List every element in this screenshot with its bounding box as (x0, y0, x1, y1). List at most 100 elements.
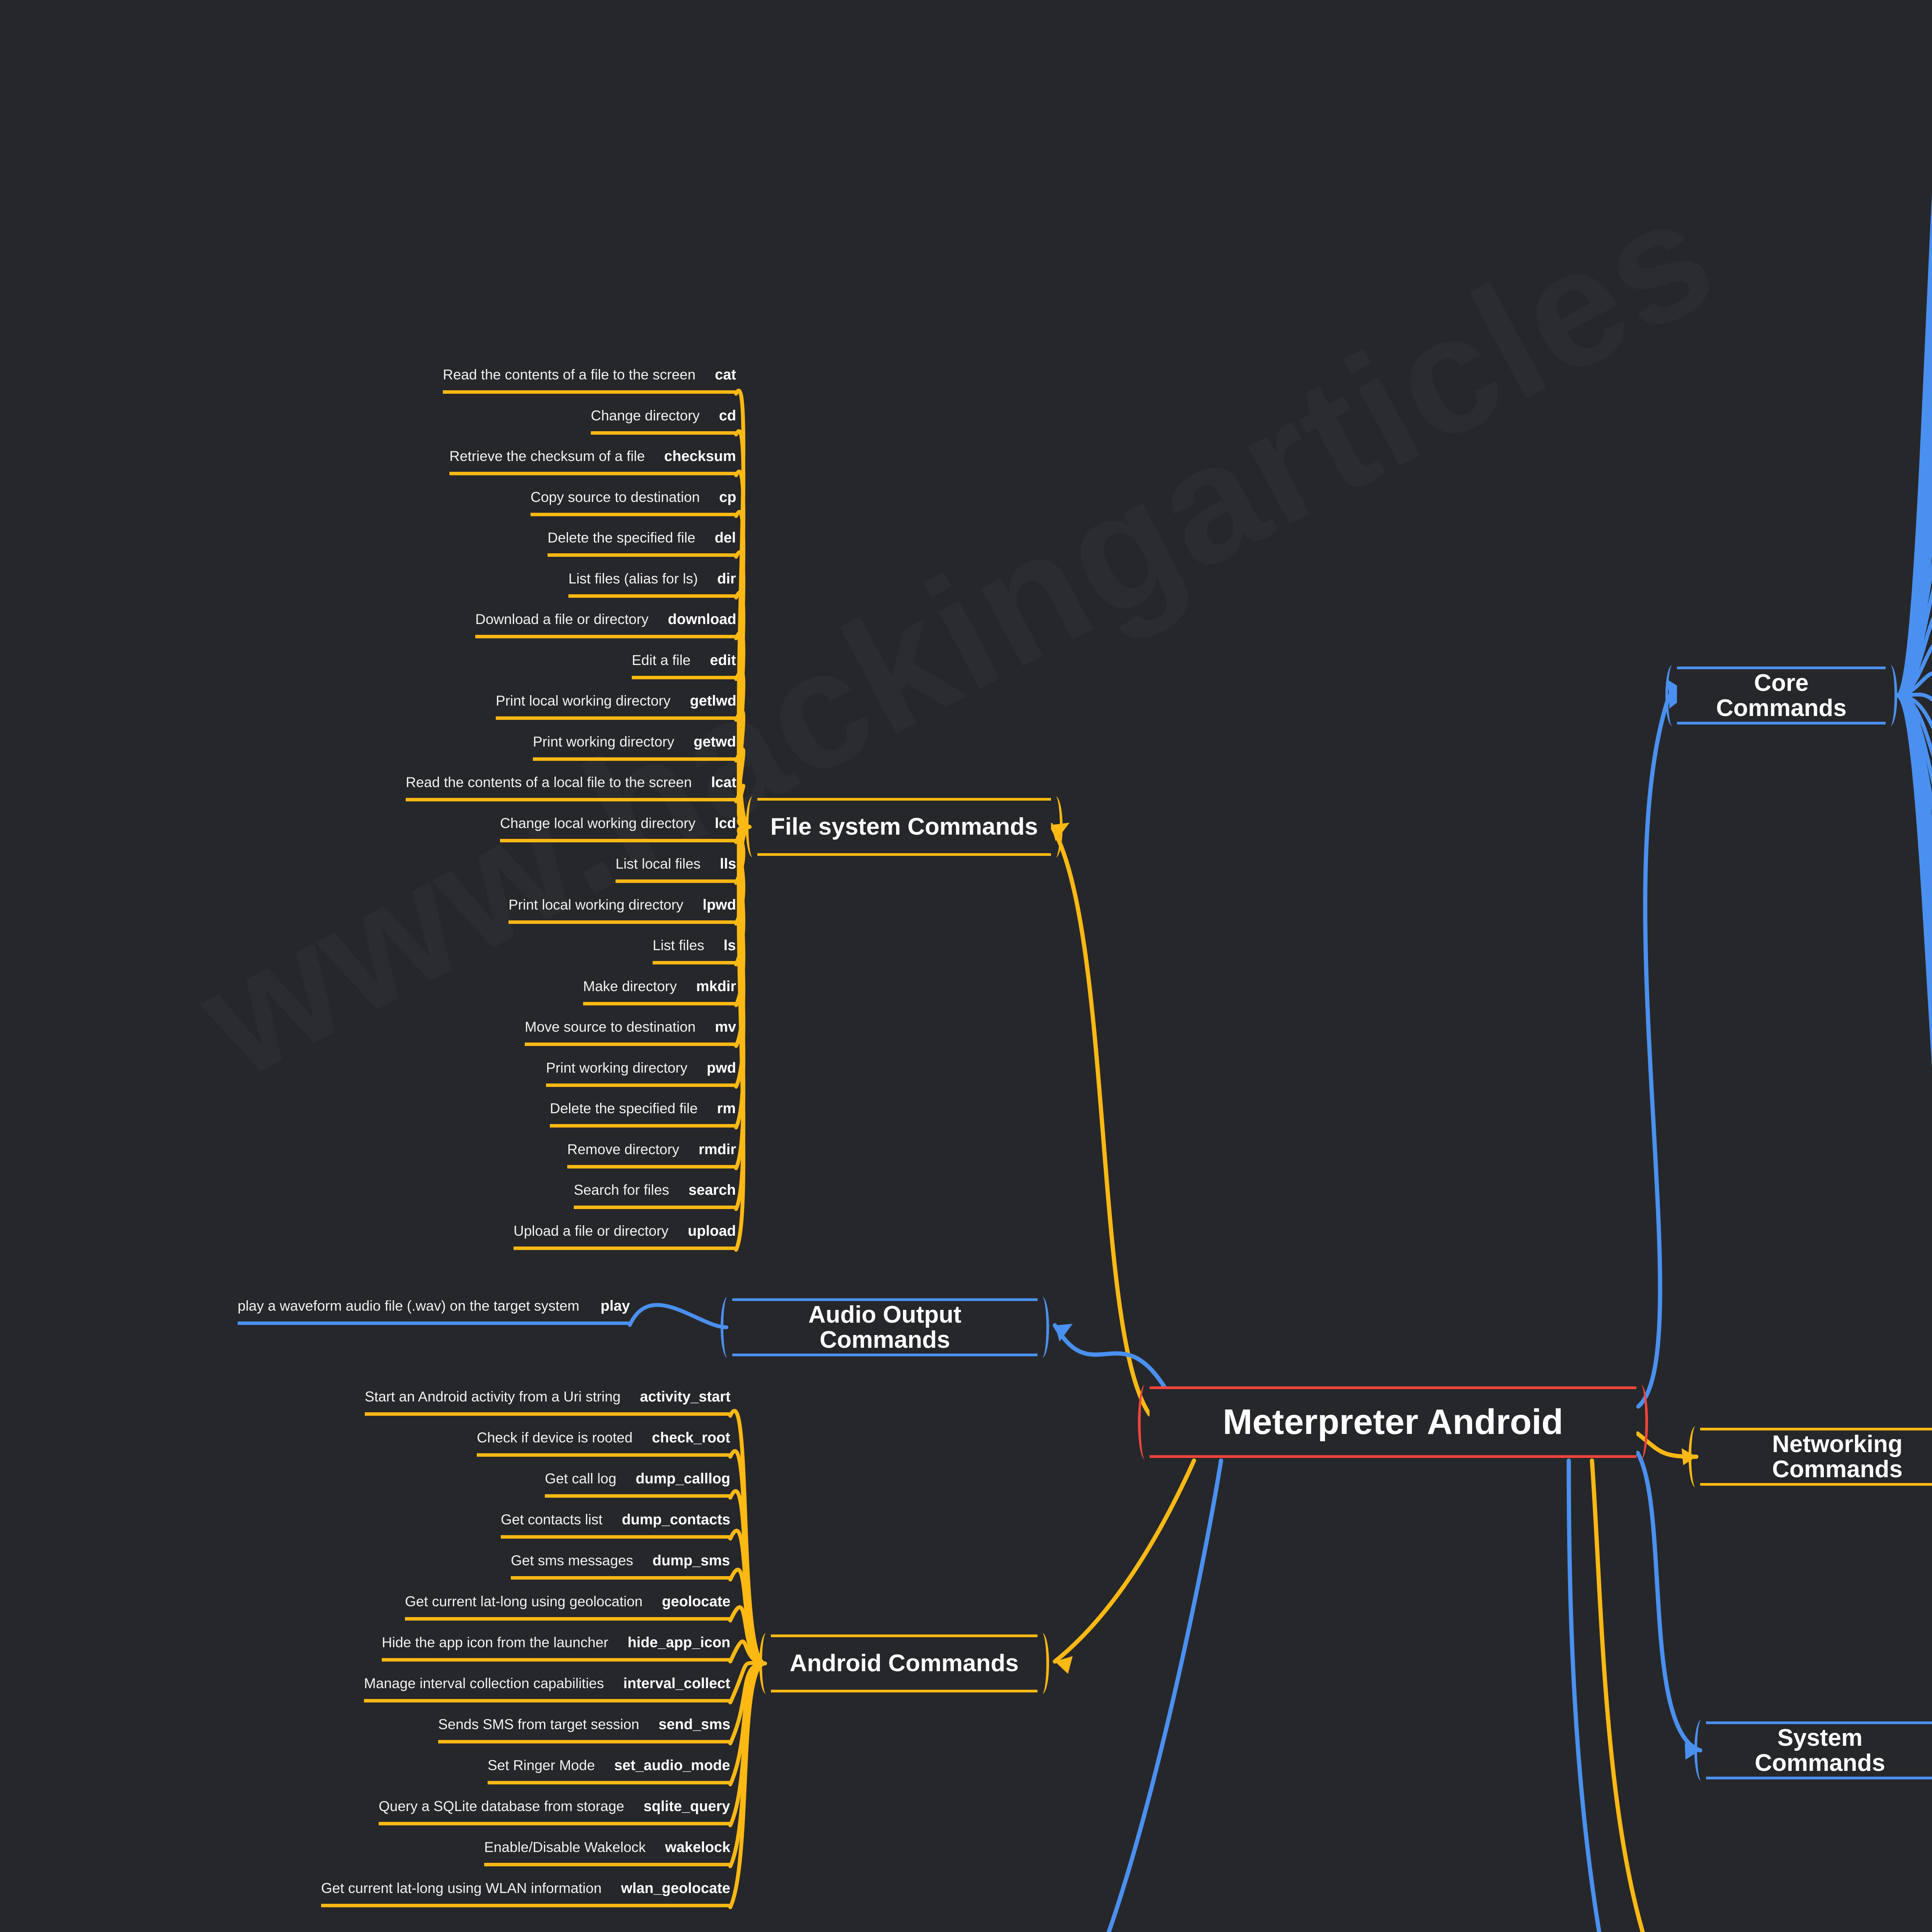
leaf-command: dir (717, 570, 736, 587)
leaf-command: lcat (711, 774, 736, 791)
leaf-description: Print working directory (546, 1060, 688, 1076)
branch-label-filesystem: File system Commands (770, 813, 1038, 840)
leaf-command: pwd (707, 1060, 736, 1076)
leaf-description: Search for files (574, 1182, 669, 1198)
leaf-description: List local files (616, 856, 701, 872)
leaf-description: Print local working directory (496, 693, 671, 709)
leaf-row[interactable]: Search for files search (574, 1180, 736, 1209)
leaf-underline (382, 1658, 730, 1662)
leaf-command: send_sms (658, 1716, 731, 1733)
leaf-underline (509, 920, 736, 924)
leaf-command: check_root (652, 1430, 730, 1446)
branch-node-networking[interactable]: Networking Commands (1689, 1426, 1932, 1487)
leaf-row[interactable]: Query a SQLite database from storage sqli… (379, 1797, 730, 1825)
leaf-row[interactable]: Check if device is rooted check_root (477, 1428, 730, 1457)
leaf-underline (574, 1206, 736, 1209)
leaf-underline (531, 512, 736, 516)
leaf-underline (364, 1699, 730, 1702)
central-node[interactable]: Meterpreter Android (1138, 1385, 1648, 1459)
leaf-description: Sends SMS from target session (438, 1716, 639, 1732)
leaf-command: rmdir (698, 1141, 736, 1158)
leaf-underline (501, 1535, 730, 1539)
leaf-description: play a waveform audio file (.wav) on the… (238, 1298, 580, 1314)
leaf-description: Check if device is rooted (477, 1430, 633, 1446)
branch-node-core[interactable]: Core Commands (1665, 665, 1897, 726)
leaf-row[interactable]: List local files lls (616, 854, 736, 883)
branch-node-android[interactable]: Android Commands (759, 1633, 1049, 1694)
leaf-underline (379, 1822, 730, 1825)
leaf-row[interactable]: Read the contents of a local file to the… (406, 773, 736, 801)
leaf-description: Delete the specified file (550, 1100, 698, 1116)
leaf-description: Change directory (591, 407, 700, 423)
leaf-row[interactable]: play a waveform audio file (.wav) on the… (238, 1296, 630, 1325)
leaf-row[interactable]: Edit a file edit (632, 651, 736, 679)
leaf-row[interactable]: Get current lat-long using WLAN informat… (321, 1879, 730, 1907)
branch-node-system[interactable]: System Commands (1694, 1720, 1932, 1781)
leaf-command: getlwd (690, 693, 736, 709)
leaf-command: upload (688, 1223, 736, 1239)
leaf-underline (591, 431, 736, 435)
leaf-description: Print working directory (533, 733, 675, 750)
leaf-underline (496, 716, 736, 720)
branch-node-audio[interactable]: Audio Output Commands (721, 1297, 1049, 1358)
leaf-command: dump_calllog (636, 1471, 731, 1487)
leaf-row[interactable]: Start an Android activity from a Uri str… (365, 1387, 731, 1416)
leaf-row[interactable]: Print working directory pwd (546, 1058, 736, 1087)
leaf-description: Hide the app icon from the launcher (382, 1634, 609, 1650)
leaf-underline (488, 1781, 730, 1784)
leaf-description: Manage interval collection capabilities (364, 1675, 604, 1691)
leaf-row[interactable]: Sends SMS from target session send_sms (438, 1715, 730, 1743)
leaf-command: lcd (714, 815, 736, 832)
leaf-row[interactable]: Manage interval collection capabilities i… (364, 1674, 730, 1702)
leaf-underline (405, 1617, 730, 1621)
leaf-underline (438, 1740, 730, 1743)
leaf-description: Set Ringer Mode (488, 1757, 595, 1773)
leaf-row[interactable]: Print local working directory getlwd (496, 691, 736, 720)
leaf-row[interactable]: Print local working directory lpwd (509, 895, 736, 924)
leaf-row[interactable]: Read the contents of a file to the scree… (443, 365, 736, 394)
leaf-row[interactable]: Set Ringer Mode set_audio_mode (488, 1756, 730, 1784)
leaf-description: Get sms messages (511, 1553, 633, 1568)
leaf-row[interactable]: List files ls (653, 936, 736, 964)
leaf-row[interactable]: Delete the specified file del (548, 528, 736, 557)
leaf-description: Get contacts list (501, 1512, 603, 1527)
leaf-row[interactable]: Get contacts list dump_contacts (501, 1510, 730, 1539)
leaf-description: Change local working directory (500, 815, 696, 831)
leaf-row[interactable]: Move source to destination mv (525, 1017, 736, 1046)
leaf-command: dump_sms (652, 1553, 730, 1569)
leaf-row[interactable]: Download a file or directory download (475, 610, 736, 638)
leaf-row[interactable]: Hide the app icon from the launcher hide_… (382, 1633, 730, 1662)
leaf-row[interactable]: Enable/Disable Wakelock wakelock (484, 1838, 730, 1866)
leaf-row[interactable]: Change local working directory lcd (500, 814, 736, 842)
leaf-underline (616, 879, 736, 883)
branch-node-filesystem[interactable]: File system Commands (746, 796, 1063, 857)
leaf-underline (632, 675, 736, 679)
leaf-underline (321, 1904, 730, 1907)
leaf-underline (511, 1576, 730, 1580)
leaf-command: play (600, 1298, 630, 1314)
leaf-command: getwd (694, 733, 736, 750)
leaf-row[interactable]: Change directory cd (591, 406, 736, 435)
leaf-row[interactable]: Upload a file or directory upload (514, 1221, 736, 1250)
leaf-description: Get call log (545, 1471, 617, 1486)
branch-label-core: Core Commands (1716, 669, 1847, 721)
leaf-row[interactable]: Delete the specified file rm (550, 1099, 736, 1128)
leaf-description: Make directory (583, 978, 677, 994)
leaf-description: Move source to destination (525, 1019, 696, 1035)
leaf-row[interactable]: Make directory mkdir (583, 977, 736, 1005)
leaf-row[interactable]: List files (alias for ls) dir (568, 569, 736, 598)
leaf-row[interactable]: Get sms messages dump_sms (511, 1551, 730, 1580)
leaf-command: rm (717, 1100, 736, 1117)
leaf-underline (449, 472, 736, 475)
leaf-underline (484, 1863, 730, 1866)
leaf-row[interactable]: Print working directory getwd (533, 732, 736, 761)
branch-label-networking: Networking Commands (1772, 1430, 1903, 1483)
leaf-command: edit (710, 652, 736, 668)
leaf-row[interactable]: Get call log dump_calllog (545, 1469, 730, 1498)
leaf-row[interactable]: Retrieve the checksum of a file checksum (449, 447, 736, 475)
leaf-row[interactable]: Remove directory rmdir (567, 1140, 736, 1168)
leaf-underline (567, 1165, 736, 1168)
leaf-row[interactable]: Copy source to destination cp (531, 488, 736, 516)
leaf-underline (477, 1453, 730, 1457)
leaf-row[interactable]: Get current lat-long using geolocation ge… (405, 1592, 730, 1621)
